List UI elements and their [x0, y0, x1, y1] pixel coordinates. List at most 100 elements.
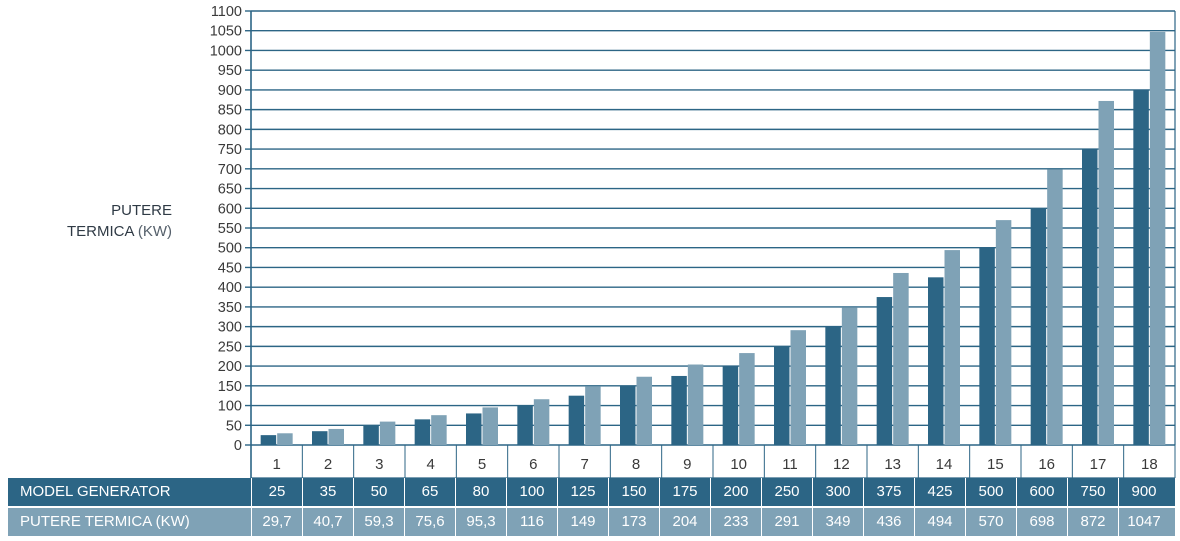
y-tick-label: 700 — [218, 162, 242, 178]
bar-chart: 0 50 100 150 200 250 300 350 400 450 500 550 600 650 7… — [210, 4, 1176, 479]
bar-model-generator — [876, 297, 893, 445]
bar-model-generator — [1133, 89, 1149, 445]
table-cell-putere-termica: 1047 — [1118, 508, 1169, 536]
bar-putere-termica — [585, 386, 601, 445]
x-tick-label: 1 — [272, 456, 280, 473]
bar-putere-termica — [995, 220, 1012, 445]
table-cell-model-generator: 175 — [659, 478, 710, 506]
bar-putere-termica — [739, 353, 755, 445]
bar-model-generator — [568, 395, 585, 445]
table-cell-putere-termica: 116 — [506, 508, 557, 536]
x-tick-label: 6 — [529, 456, 537, 473]
y-axis-title: PUTERE TERMICA (KW) — [20, 200, 172, 242]
table-cell-putere-termica: 40,7 — [302, 508, 353, 536]
bar-model-generator — [620, 385, 636, 445]
bar-putere-termica — [277, 433, 293, 445]
y-tick-label: 1100 — [211, 4, 242, 20]
bar-putere-termica — [944, 250, 960, 445]
table-cell-putere-termica: 436 — [863, 508, 914, 536]
y-tick-label: 1000 — [210, 43, 242, 59]
x-tick-label: 16 — [1038, 456, 1055, 473]
bar-model-generator — [774, 346, 790, 445]
table-cell-model-generator: 300 — [812, 478, 863, 506]
y-tick-label: 150 — [218, 379, 242, 395]
table-cell-putere-termica: 173 — [608, 508, 659, 536]
y-tick-label: 650 — [218, 182, 242, 198]
table-cell-model-generator: 25 — [251, 478, 302, 506]
table-cell-model-generator: 50 — [353, 478, 404, 506]
table-cell-putere-termica: 59,3 — [353, 508, 404, 536]
x-tick-label: 9 — [683, 456, 691, 473]
y-tick-label: 250 — [218, 339, 242, 355]
x-tick-label: 18 — [1141, 456, 1158, 473]
y-tick-label: 450 — [218, 260, 242, 276]
y-tick-label: 750 — [218, 142, 242, 158]
table-cell-putere-termica: 29,7 — [251, 508, 302, 536]
y-tick-label: 850 — [218, 103, 242, 119]
table-cell-putere-termica: 204 — [659, 508, 710, 536]
row-cells-model-generator: 25 35 50 65 80 100 125 150 175 200 250 300 375 425 500… — [251, 478, 1169, 506]
table-cell-model-generator: 250 — [761, 478, 812, 506]
table-cell-model-generator: 125 — [557, 478, 608, 506]
y-tick-label: 0 — [234, 438, 242, 454]
bar-putere-termica — [841, 307, 858, 445]
x-tick-label: 10 — [730, 456, 747, 473]
y-axis-title-unit: (KW) — [137, 223, 172, 240]
bar-model-generator — [1030, 208, 1047, 445]
table-cell-model-generator: 375 — [863, 478, 914, 506]
bar-putere-termica — [1149, 31, 1166, 445]
row-header-putere-termica-unit: (KW) — [155, 513, 190, 530]
row-header-model-generator: MODEL GENERATOR — [20, 483, 171, 500]
table-cell-model-generator: 80 — [455, 478, 506, 506]
y-tick-label: 300 — [218, 320, 242, 336]
x-tick-label: 2 — [324, 456, 332, 473]
bar-model-generator — [928, 277, 944, 445]
bar-putere-termica — [533, 399, 550, 445]
bar-putere-termica — [636, 376, 652, 445]
bar-model-generator — [312, 431, 328, 445]
y-tick-label: 50 — [226, 418, 242, 434]
bar-model-generator — [722, 366, 739, 445]
table-cell-model-generator: 900 — [1118, 478, 1169, 506]
x-tick-label: 3 — [375, 456, 383, 473]
bar-model-generator — [1082, 149, 1098, 445]
y-tick-label: 600 — [218, 201, 242, 217]
bar-putere-termica — [431, 415, 447, 445]
data-table: MODEL GENERATOR 25 35 50 65 80 100 125 150 175 20… — [8, 478, 1175, 538]
table-cell-putere-termica: 872 — [1067, 508, 1118, 536]
table-cell-model-generator: 500 — [965, 478, 1016, 506]
x-tick-label: 5 — [478, 456, 486, 473]
x-tick-label: 7 — [580, 456, 588, 473]
table-cell-putere-termica: 149 — [557, 508, 608, 536]
y-axis-title-line1: PUTERE — [111, 202, 172, 219]
x-tick-label: 12 — [833, 456, 850, 473]
bar-model-generator — [466, 413, 482, 445]
table-cell-model-generator: 750 — [1067, 478, 1118, 506]
y-axis-title-word: TERMICA — [66, 223, 134, 240]
table-cell-model-generator: 100 — [506, 478, 557, 506]
table-cell-putere-termica: 698 — [1016, 508, 1067, 536]
table-row-putere-termica: PUTERE TERMICA (KW) 29,7 40,7 59,3 75,6 95,3… — [8, 508, 1175, 536]
y-tick-label: 900 — [218, 83, 242, 99]
bar-putere-termica — [1047, 169, 1063, 445]
bar-putere-termica — [482, 407, 498, 445]
row-cells-putere-termica: 29,7 40,7 59,3 75,6 95,3 116 149 173 204 233 291 34… — [251, 508, 1169, 536]
y-tick-label: 500 — [218, 241, 242, 257]
x-tick-label: 15 — [987, 456, 1004, 473]
table-cell-putere-termica: 75,6 — [404, 508, 455, 536]
y-tick-label: 800 — [218, 122, 242, 138]
table-cell-model-generator: 35 — [302, 478, 353, 506]
table-cell-putere-termica: 570 — [965, 508, 1016, 536]
y-tick-label: 200 — [218, 359, 242, 375]
bar-model-generator — [414, 419, 431, 445]
row-header-putere-termica-label: PUTERE TERMICA — [20, 513, 152, 530]
bar-model-generator — [671, 375, 687, 445]
y-tick-label: 550 — [218, 221, 242, 237]
table-cell-putere-termica: 233 — [710, 508, 761, 536]
table-cell-model-generator: 65 — [404, 478, 455, 506]
y-tick-label: 100 — [218, 399, 242, 415]
bar-putere-termica — [328, 428, 344, 445]
bar-model-generator — [979, 247, 995, 445]
y-tick-label: 950 — [218, 63, 242, 79]
x-tick-label: 14 — [936, 456, 953, 473]
